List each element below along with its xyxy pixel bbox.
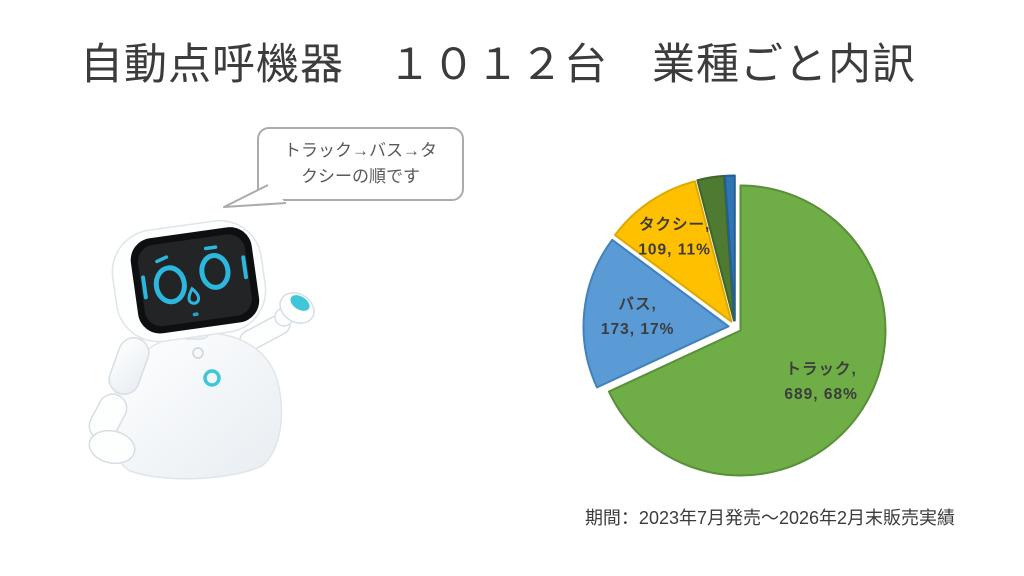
pie-slice-トラック [607, 184, 887, 477]
speech-bubble-line2: クシーの順です [301, 167, 420, 186]
robot-eyebrow-left [155, 255, 169, 264]
robot-chest-button [203, 369, 221, 387]
robot-eye-right [199, 252, 231, 290]
robot-side-bar-left [141, 275, 148, 300]
pie-slice-タクシー [614, 180, 733, 323]
robot-eye-left [153, 265, 187, 305]
robot-side-bar-right [241, 255, 249, 280]
speech-bubble-line1: トラック→バス→タ [284, 140, 437, 160]
tail-outline [223, 184, 287, 208]
pie-label-トラック: トラック, 689, 68% [784, 360, 858, 403]
speech-bubble: トラック→バス→タ クシーの順です [257, 127, 464, 201]
pie-label-タクシー: タクシー, 109, 11% [638, 215, 711, 258]
period-caption: 期間：2023年7月発売～2026年2月末販売実績 [584, 508, 956, 528]
pie-slice-バス [582, 238, 730, 389]
robot-arm-left [88, 337, 150, 465]
pie-chart: トラック, 689, 68% バス, 173, 17% タクシー, 109, 11% [582, 174, 887, 477]
robot-illustration [88, 219, 315, 480]
speech-bubble-tail [223, 184, 287, 208]
robot-eyebrow-right [203, 245, 218, 251]
page-title: 自動点呼機器 １０１２台 業種ごと内訳 [80, 41, 916, 89]
tail-fill [224, 185, 286, 207]
robot-chest-camera [192, 347, 204, 359]
robot-mouth-dot [192, 312, 199, 317]
pie-slice-other-4 [723, 174, 736, 322]
robot-head [111, 219, 267, 343]
pie-label-バス: バス, 173, 17% [601, 295, 675, 338]
robot-droplet [187, 286, 201, 305]
robot-palm-pad [290, 295, 310, 311]
